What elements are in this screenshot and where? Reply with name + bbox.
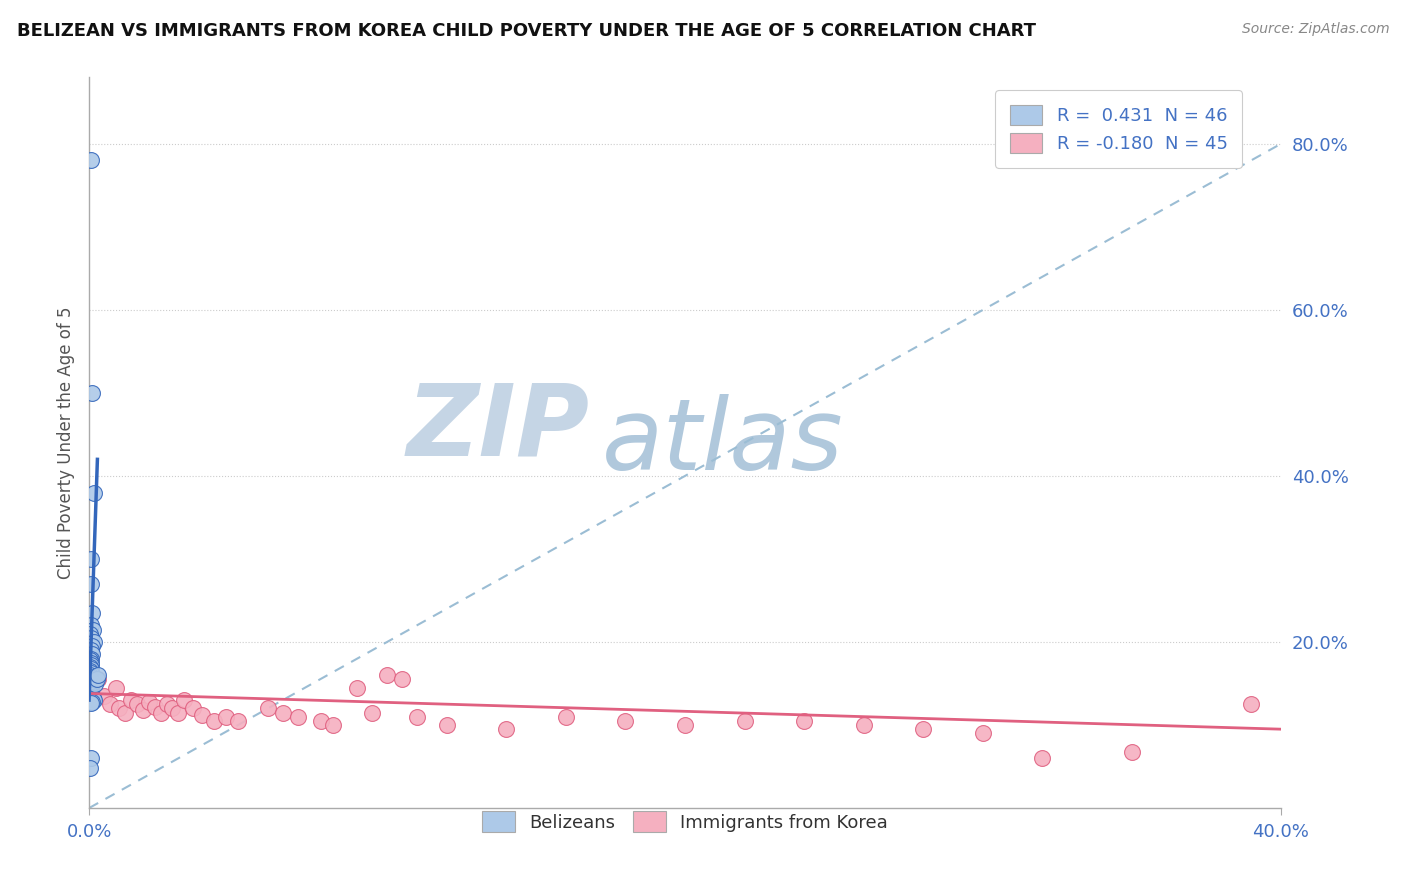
Point (114, 706, 136, 720)
Point (436, 718, 458, 732)
Point (1121, 745, 1143, 759)
Point (86, 673, 108, 687)
Point (83, 693, 105, 707)
Point (793, 714, 815, 728)
Point (79, 653, 101, 667)
Point (162, 701, 184, 715)
Point (80, 618, 103, 632)
Point (79, 626, 101, 640)
Point (149, 706, 172, 720)
Point (79, 153, 101, 168)
Point (405, 709, 427, 723)
Point (80, 639, 103, 653)
Point (287, 709, 309, 723)
Point (83, 485, 105, 500)
Point (108, 701, 131, 715)
Legend: Belizeans, Immigrants from Korea: Belizeans, Immigrants from Korea (475, 804, 896, 839)
Point (80, 643, 103, 657)
Point (311, 714, 333, 728)
Point (346, 681, 368, 695)
Point (79, 683, 101, 698)
Point (79, 651, 101, 665)
Text: Source: ZipAtlas.com: Source: ZipAtlas.com (1241, 22, 1389, 37)
Point (80, 697, 103, 711)
Point (734, 714, 756, 728)
Point (80, 688, 103, 702)
Point (271, 706, 294, 720)
Point (79, 670, 101, 684)
Point (852, 718, 875, 732)
Y-axis label: Child Poverty Under the Age of 5: Child Poverty Under the Age of 5 (58, 307, 75, 579)
Point (215, 709, 238, 723)
Point (155, 698, 177, 712)
Point (80, 673, 103, 688)
Point (120, 693, 142, 707)
Point (322, 718, 344, 732)
Point (226, 714, 249, 728)
Point (80, 656, 103, 670)
Point (79, 664, 101, 678)
Point (256, 701, 278, 715)
Point (1240, 698, 1263, 712)
Point (361, 706, 384, 720)
Point (138, 695, 160, 709)
Point (84, 676, 107, 690)
Point (79, 668, 101, 682)
Point (554, 709, 576, 723)
Point (93, 689, 115, 703)
Point (80, 631, 103, 645)
Point (80, 658, 103, 673)
Point (131, 703, 153, 717)
Point (79, 686, 101, 700)
Point (391, 673, 413, 687)
Point (79, 577, 101, 591)
Point (87, 668, 110, 682)
Point (173, 693, 195, 707)
Point (79, 665, 101, 680)
Text: ZIP: ZIP (406, 380, 589, 476)
Point (79, 672, 101, 686)
Point (82, 690, 104, 705)
Point (191, 708, 214, 723)
Point (972, 726, 994, 740)
Point (79, 751, 101, 765)
Point (82, 623, 104, 637)
Point (87, 673, 110, 687)
Point (495, 722, 517, 736)
Point (1031, 751, 1053, 765)
Point (80, 386, 103, 401)
Point (79, 676, 101, 690)
Point (143, 699, 166, 714)
Point (80, 690, 103, 704)
Point (80, 685, 103, 699)
Point (202, 714, 225, 728)
Text: atlas: atlas (602, 394, 844, 491)
Point (80, 695, 103, 709)
Point (125, 698, 148, 712)
Point (912, 722, 935, 736)
Point (83, 635, 105, 649)
Point (167, 706, 190, 720)
Point (673, 718, 696, 732)
Point (79, 674, 101, 689)
Point (80, 680, 103, 694)
Point (79, 761, 101, 775)
Point (79, 682, 101, 697)
Point (80, 606, 103, 620)
Point (183, 701, 205, 715)
Point (98, 698, 121, 712)
Point (80, 685, 103, 699)
Text: BELIZEAN VS IMMIGRANTS FROM KOREA CHILD POVERTY UNDER THE AGE OF 5 CORRELATION C: BELIZEAN VS IMMIGRANTS FROM KOREA CHILD … (17, 22, 1036, 40)
Point (79, 681, 101, 696)
Point (80, 552, 103, 566)
Point (80, 662, 103, 676)
Point (80, 648, 103, 662)
Point (375, 668, 398, 682)
Point (104, 681, 127, 695)
Point (79, 660, 101, 674)
Point (614, 714, 637, 728)
Point (79, 678, 101, 692)
